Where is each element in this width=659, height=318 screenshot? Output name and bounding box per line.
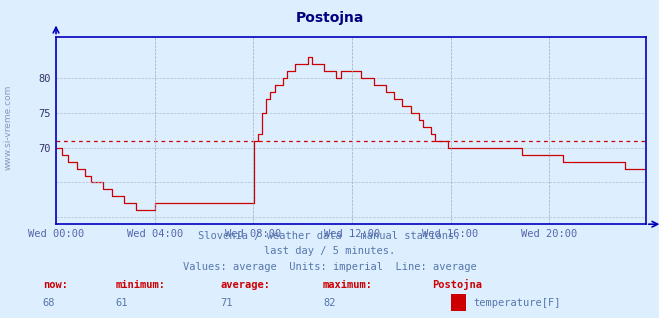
Text: now:: now: <box>43 280 68 290</box>
Text: temperature[F]: temperature[F] <box>473 298 561 308</box>
Text: Postojna: Postojna <box>432 279 482 290</box>
Text: Values: average  Units: imperial  Line: average: Values: average Units: imperial Line: av… <box>183 262 476 272</box>
Text: 61: 61 <box>115 298 128 308</box>
Text: www.si-vreme.com: www.si-vreme.com <box>4 85 13 170</box>
Text: maximum:: maximum: <box>323 280 373 290</box>
Text: 68: 68 <box>43 298 55 308</box>
Text: 82: 82 <box>323 298 335 308</box>
Text: 71: 71 <box>221 298 233 308</box>
Text: Slovenia / weather data - manual stations.: Slovenia / weather data - manual station… <box>198 231 461 240</box>
Text: last day / 5 minutes.: last day / 5 minutes. <box>264 246 395 256</box>
Text: average:: average: <box>221 280 271 290</box>
Text: minimum:: minimum: <box>115 280 165 290</box>
Text: Postojna: Postojna <box>295 11 364 25</box>
